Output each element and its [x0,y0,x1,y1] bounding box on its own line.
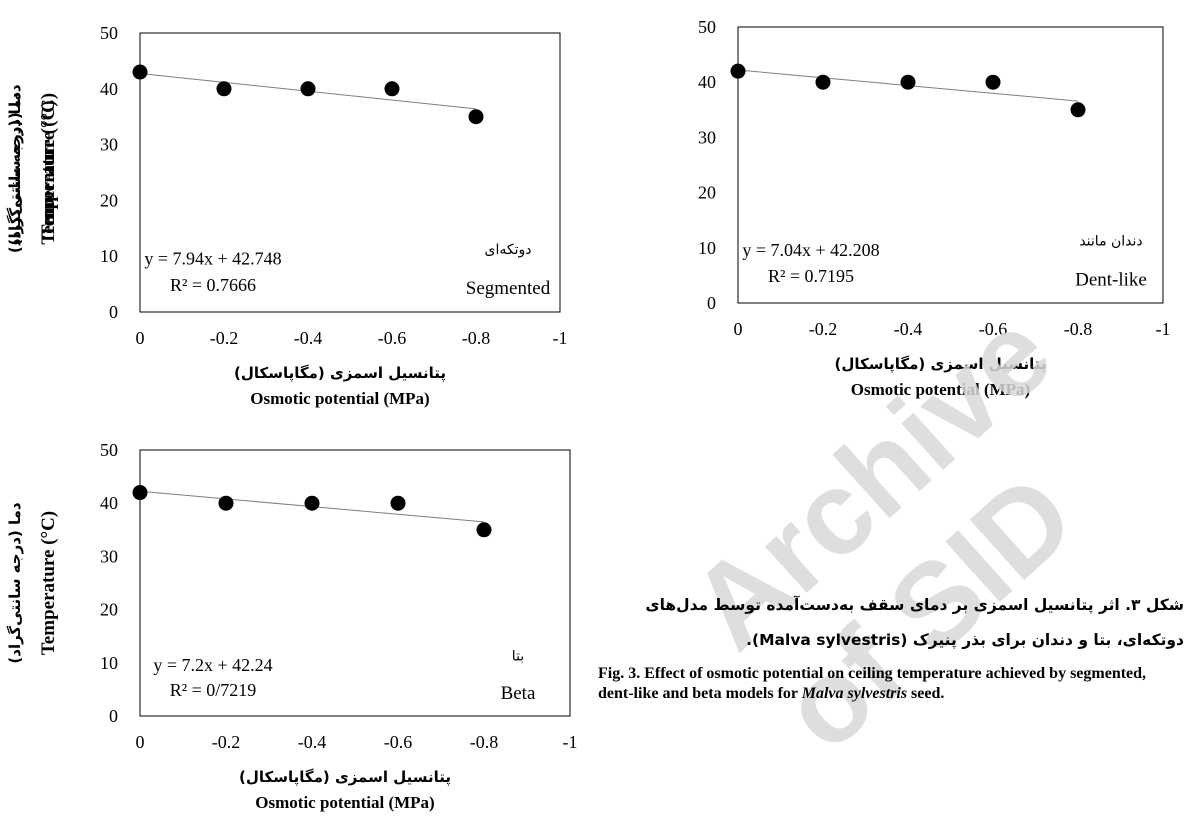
x-axis-title-persian: پتانسیل اسمزی (مگاپاسکال) [834,355,1046,374]
r-squared-label: R² = 0/7219 [170,680,257,700]
y-tick-label: 10 [100,246,118,266]
data-point [815,74,831,90]
y-tick-label: 20 [100,600,118,620]
x-tick-label: -1 [1156,319,1171,339]
y-tick-label: 30 [698,127,716,147]
x-tick-label: -0.8 [470,732,499,752]
r-squared-label: R² = 0.7195 [768,266,854,286]
data-point [132,64,148,80]
x-tick-label: -0.2 [210,328,239,348]
y-axis-title-persian: دما (درجه سانتی‌گراد) [6,502,24,664]
y-tick-label: 20 [698,183,716,203]
caption-english-suffix: seed. [907,685,945,702]
r-squared-label: R² = 0.7666 [170,275,256,295]
y-tick-label: 10 [100,653,118,673]
x-tick-label: 0 [734,319,743,339]
chart-panel-3: 0 10 20 30 40 50 0 -0.2 -0.4 -0.6 -0.8 -1 y = 7.2x +… [6,440,578,812]
data-point [468,109,484,125]
x-tick-label: -0.4 [894,319,923,339]
caption-english-prefix: Fig. 3. Effect of osmotic potential on c… [598,665,1151,702]
y-axis-title-persian: دما (درجه سانتی‌گراد) [6,92,24,254]
chart-panel-2: 0 10 20 30 40 50 0 -0.2 -0.4 -0.6 -0.8 -1 y = 7.04x … [6,17,1171,399]
x-tick-label: -0.8 [462,328,491,348]
caption-persian: شکل ۳. اثر پتانسیل اسمزی بر دمای سقف به‌… [639,596,1184,649]
data-point [304,495,320,511]
y-axis-title-english: Temperature (°C) [38,100,59,244]
y-axis-title-persian: دما (درجه سانتی‌گراد) [6,84,24,246]
y-tick-label: 0 [707,293,716,313]
figure-caption: شکل ۳. اثر پتانسیل اسمزی بر دمای سقف به‌… [598,588,1184,704]
data-point [218,495,234,511]
model-label-persian: بتا [512,649,524,665]
y-axis-title-english: Temperature (°C) [38,511,59,655]
x-tick-label: -1 [553,328,568,348]
trendline-equation: y = 7.2x + 42.24 [153,655,272,675]
x-tick-label: -0.6 [979,319,1008,339]
x-tick-label: 0 [136,328,145,348]
trendline-equation: y = 7.04x + 42.208 [742,240,879,260]
data-point [216,81,232,97]
x-tick-label: -0.6 [378,328,407,348]
y-tick-label: 40 [100,79,118,99]
data-point [900,74,916,90]
x-tick-label: 0 [136,732,145,752]
y-tick-label: 50 [100,440,118,460]
data-point [390,495,406,511]
chart-panel-1: 0 10 20 30 40 50 0 -0.2 -0.4 -0.6 -0.8 -1 y = 7.94x … [6,23,568,408]
y-tick-label: 0 [109,706,118,726]
x-axis-title-english: Osmotic potential (MPa) [255,793,434,812]
model-label-english: Segmented [466,278,551,299]
x-axis-title-english: Osmotic potential (MPa) [250,389,429,408]
y-tick-label: 10 [698,238,716,258]
y-tick-label: 30 [100,135,118,155]
trendline-equation: y = 7.94x + 42.748 [144,249,281,269]
y-tick-label: 50 [100,23,118,43]
y-tick-label: 30 [100,546,118,566]
y-tick-label: 50 [698,17,716,37]
data-point [730,63,746,79]
data-point [384,81,400,97]
caption-species: Malva sylvestris [801,685,908,702]
model-label-english: Dent-like [1075,269,1147,290]
x-axis-title-english: Osmotic potential (MPa) [851,380,1030,399]
model-label-english: Beta [501,683,536,704]
plot-area [737,26,1164,304]
caption-english: Fig. 3. Effect of osmotic potential on c… [598,664,1184,704]
data-point [1070,102,1086,118]
data-point [985,74,1001,90]
x-axis-title-persian: پتانسیل اسمزی (مگاپاسکال) [234,364,446,383]
model-label-persian: دوتکه‌ای [485,242,532,258]
plot-area [139,449,571,717]
x-axis-title-persian: پتانسیل اسمزی (مگاپاسکال) [239,768,451,787]
x-tick-label: -0.4 [294,328,323,348]
x-tick-label: -1 [563,732,578,752]
x-tick-label: -0.6 [384,732,413,752]
data-point [132,485,148,501]
y-tick-label: 40 [100,493,118,513]
y-axis-title-english: Temperature (°C) [38,93,59,237]
y-tick-label: 40 [698,72,716,92]
model-label-persian: دندان مانند [1079,234,1142,250]
y-tick-label: 20 [100,190,118,210]
plot-area [139,32,561,313]
y-tick-label: 0 [109,302,118,322]
data-point [476,522,492,538]
x-tick-label: -0.2 [212,732,241,752]
x-tick-label: -0.4 [298,732,327,752]
x-tick-label: -0.2 [809,319,838,339]
x-tick-label: -0.8 [1064,319,1093,339]
data-point [300,81,316,97]
